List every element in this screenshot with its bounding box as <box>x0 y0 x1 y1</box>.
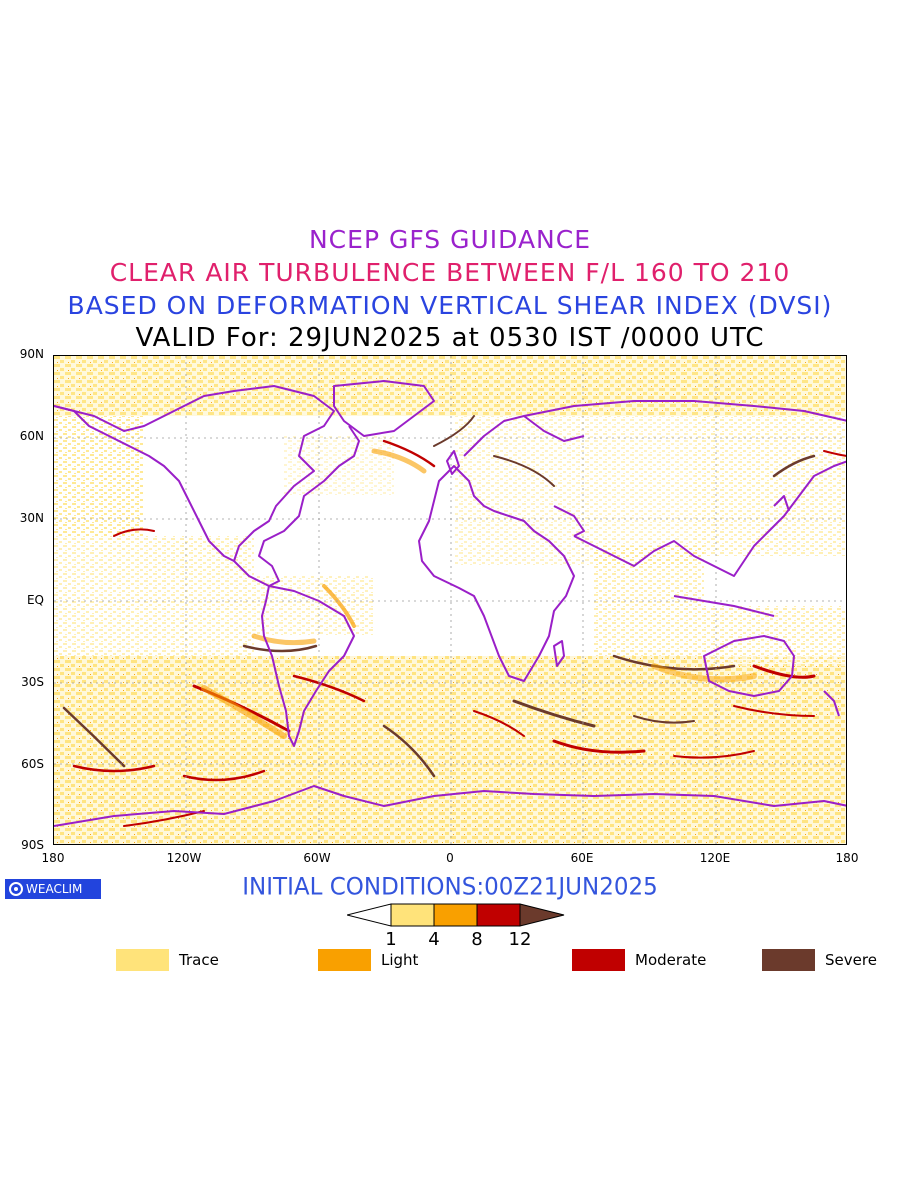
lon-label-180w: 180 <box>41 851 65 865</box>
lon-label-120w: 120W <box>166 851 202 865</box>
legend-swatch-trace <box>116 949 169 971</box>
lat-label-90s: 90S <box>21 838 44 852</box>
lat-label-60n: 60N <box>19 429 44 443</box>
legend-light: Light <box>318 948 418 972</box>
logo-circle-icon <box>9 882 23 896</box>
title-product: CLEAR AIR TURBULENCE BETWEEN F/L 160 TO … <box>109 258 791 287</box>
coastlines <box>54 380 846 827</box>
lat-label-90n: 90N <box>19 347 44 361</box>
colorbar-tick-4: 4 <box>428 929 440 950</box>
lat-label-60s: 60S <box>21 757 44 771</box>
legend-moderate: Moderate <box>572 948 706 972</box>
colorbar-tick-1: 1 <box>385 929 397 950</box>
lat-label-eq: EQ <box>26 593 44 607</box>
legend-label-severe: Severe <box>825 951 877 969</box>
legend-label-moderate: Moderate <box>635 951 707 969</box>
turbulence-jet-streaks <box>62 415 846 827</box>
graticule <box>54 356 846 844</box>
initial-conditions: INITIAL CONDITIONS:00Z21JUN2025 <box>242 873 658 901</box>
world-map-svg <box>54 356 846 844</box>
colorbar-moderate <box>476 903 521 927</box>
colorbar-over-arrow <box>519 903 565 927</box>
colorbar-under-arrow <box>347 903 392 927</box>
legend-label-light: Light <box>381 951 419 969</box>
colorbar-tick-12: 12 <box>508 929 532 950</box>
lon-label-0: 0 <box>446 851 454 865</box>
turbulence-trace-areas <box>54 356 846 844</box>
colorbar-tick-8: 8 <box>471 929 483 950</box>
legend-swatch-severe <box>762 949 815 971</box>
colorbar-light <box>433 903 478 927</box>
lat-label-30n: 30N <box>19 511 44 525</box>
world-map <box>53 355 847 845</box>
lon-label-60e: 60E <box>570 851 594 865</box>
title-method: BASED ON DEFORMATION VERTICAL SHEAR INDE… <box>67 291 833 320</box>
legend-swatch-moderate <box>572 949 625 971</box>
lon-label-180e: 180 <box>835 851 859 865</box>
weaclim-logo: WEACLIM <box>5 879 101 899</box>
lat-label-30s: 30S <box>21 675 44 689</box>
title-model: NCEP GFS GUIDANCE <box>308 225 591 254</box>
colorbar-trace <box>390 903 435 927</box>
legend-severe: Severe <box>762 948 877 972</box>
legend-trace: Trace <box>116 948 219 972</box>
lon-label-120e: 120E <box>699 851 731 865</box>
title-valid-time: VALID For: 29JUN2025 at 0530 IST /0000 U… <box>135 323 765 353</box>
colorbar <box>347 903 565 927</box>
lon-label-60w: 60W <box>303 851 331 865</box>
logo-text: WEACLIM <box>26 882 83 896</box>
legend-swatch-light <box>318 949 371 971</box>
legend-label-trace: Trace <box>179 951 219 969</box>
